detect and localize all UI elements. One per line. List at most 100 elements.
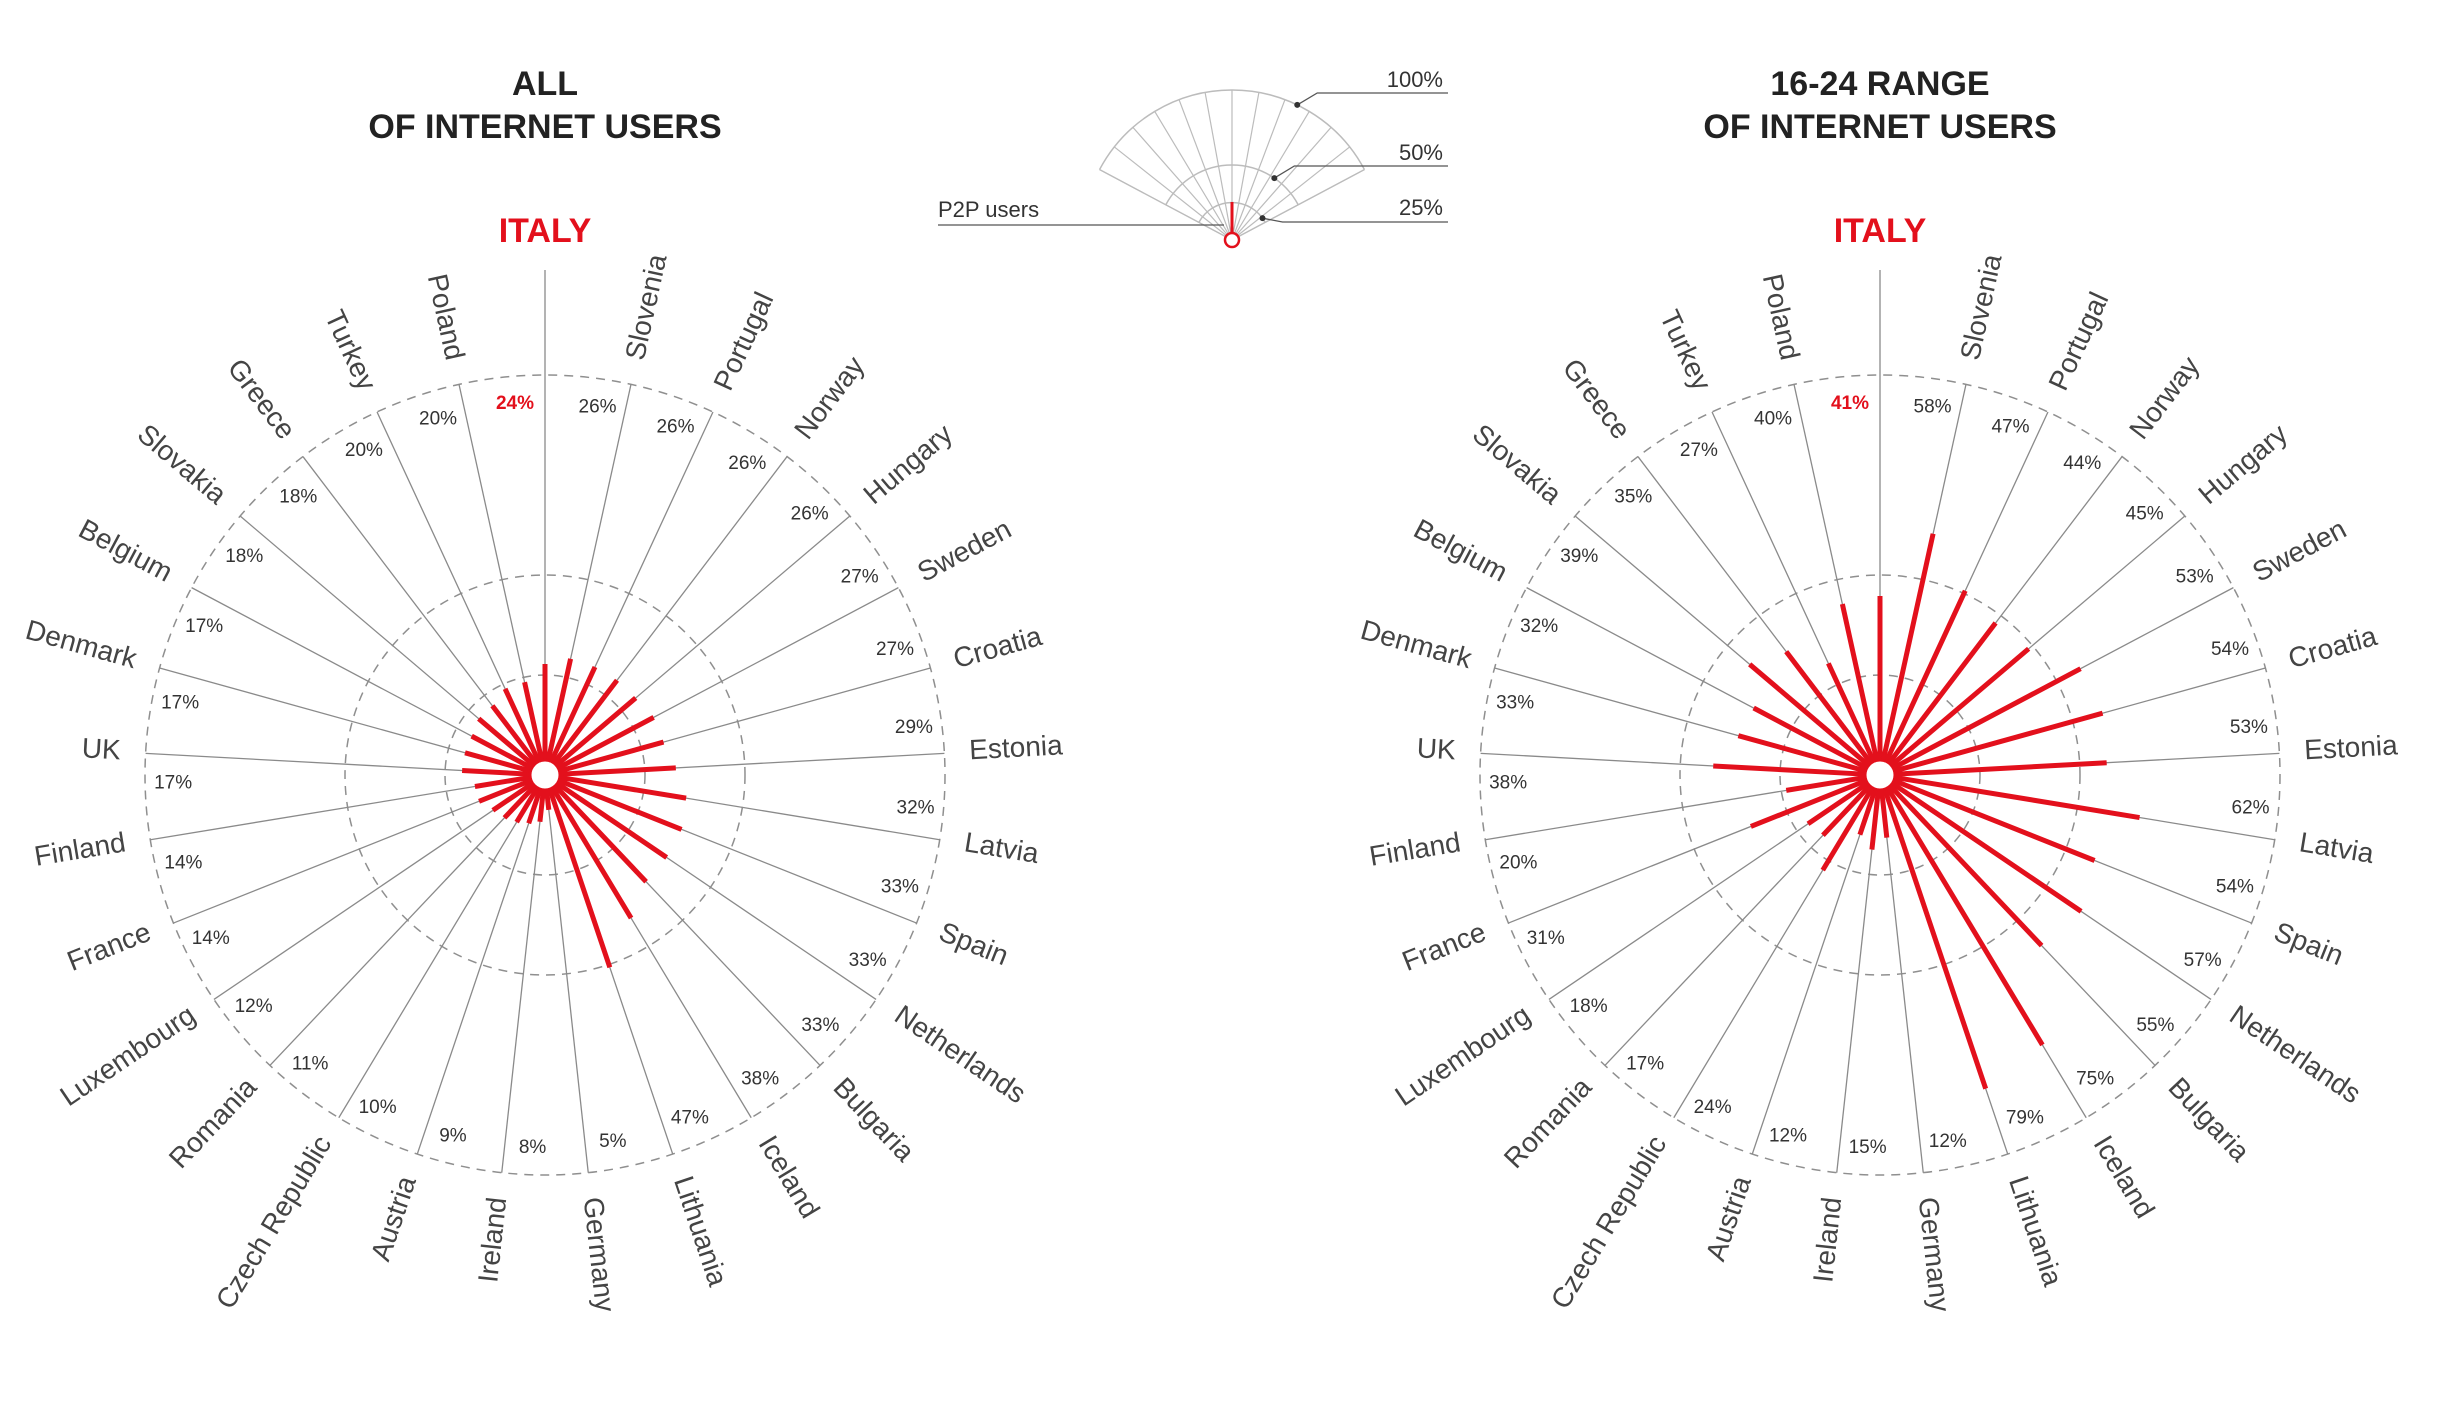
- left-bar-turkey: [502, 687, 541, 763]
- legend-spoke: [1132, 126, 1233, 241]
- right-country-label-greece: Greece: [1557, 353, 1637, 445]
- left-value-label-croatia: 27%: [876, 639, 914, 660]
- right-country-label-luxembourg: Luxembourg: [1390, 999, 1536, 1112]
- right-bar-austria: [1857, 788, 1878, 836]
- legend-label-25: 25%: [1399, 195, 1443, 220]
- left-value-label-czech-republic: 10%: [359, 1097, 397, 1118]
- right-country-label-portugal: Portugal: [2042, 287, 2114, 395]
- left-value-label-luxembourg: 12%: [235, 996, 273, 1017]
- right-value-label-portugal: 47%: [1991, 417, 2029, 438]
- left-bar-estonia: [559, 765, 676, 777]
- legend-spoke: [1231, 126, 1332, 241]
- legend-label-50: 50%: [1399, 140, 1443, 165]
- left-value-label-iceland: 38%: [741, 1068, 779, 1089]
- legend-leader-100: [1296, 92, 1448, 106]
- legend-spoke: [1154, 111, 1233, 241]
- right-country-label-spain: Spain: [2270, 916, 2348, 971]
- right-value-label-luxembourg: 18%: [1570, 996, 1608, 1017]
- right-bar-germany: [1879, 789, 1890, 838]
- legend-leader-dot: [1259, 215, 1266, 222]
- right-bar-norway: [1887, 621, 1998, 765]
- right-bar-estonia: [1894, 760, 2107, 777]
- legend-spoke: [1231, 92, 1260, 241]
- left-value-label-latvia: 32%: [897, 798, 935, 819]
- right-country-label-germany: Germany: [1913, 1196, 1956, 1314]
- left-value-label-greece: 18%: [279, 487, 317, 508]
- left-spoke-france: [173, 779, 532, 924]
- right-value-label-austria: 12%: [1769, 1125, 1807, 1146]
- left-spoke-luxembourg: [213, 782, 533, 1001]
- right-value-label-denmark: 33%: [1496, 693, 1534, 714]
- left-country-label-sweden: Sweden: [912, 513, 1016, 588]
- left-country-label-portugal: Portugal: [707, 287, 779, 395]
- right-bar-sweden: [1892, 666, 2082, 771]
- right-bar-czech-republic: [1820, 786, 1875, 872]
- legend-leader-dot: [1271, 175, 1278, 182]
- right-bar-france: [1749, 778, 1867, 829]
- right-country-label-turkey: Turkey: [1654, 305, 1718, 395]
- left-bar-spain: [558, 778, 683, 832]
- left-country-label-latvia: Latvia: [962, 826, 1041, 869]
- left-value-label-slovenia: 26%: [579, 397, 617, 418]
- left-country-label-czech-republic: Czech Republic: [210, 1130, 338, 1314]
- legend-users-label: P2P users: [938, 197, 1039, 222]
- right-country-label-iceland: Iceland: [2088, 1130, 2161, 1223]
- left-spoke-romania: [269, 785, 536, 1066]
- right-country-label-latvia: Latvia: [2297, 826, 2376, 869]
- right-value-label-finland: 20%: [1499, 853, 1537, 874]
- left-value-label-netherlands: 33%: [849, 950, 887, 971]
- left-ring-50: [344, 574, 746, 976]
- right-ring-50: [1679, 574, 2081, 976]
- right-spoke-ireland: [1836, 789, 1880, 1173]
- right-chart-highlight-label: ITALY: [1834, 212, 1927, 250]
- left-radial-chart: 24% 26% Slovenia 26% Portugal 26% Norway 26% Hun…: [22, 251, 1063, 1314]
- right-country-label-slovenia: Slovenia: [1954, 251, 2007, 363]
- left-country-label-greece: Greece: [222, 353, 302, 445]
- right-value-label-czech-republic: 24%: [1694, 1097, 1732, 1118]
- right-value-label-italy: 41%: [1831, 393, 1869, 414]
- left-bar-denmark: [464, 750, 532, 774]
- left-bar-latvia: [559, 774, 687, 801]
- left-value-label-hungary: 26%: [791, 504, 829, 525]
- left-country-label-slovakia: Slovakia: [132, 418, 233, 510]
- legend-leader-50: [1274, 165, 1448, 179]
- left-country-label-netherlands: Netherlands: [889, 999, 1031, 1109]
- left-value-label-estonia: 29%: [895, 717, 933, 738]
- left-bar-slovakia: [477, 716, 536, 768]
- left-country-label-lithuania: Lithuania: [668, 1172, 734, 1290]
- right-value-label-romania: 17%: [1626, 1053, 1664, 1074]
- left-bar-sweden: [557, 715, 655, 771]
- right-radial-chart: 41% 58% Slovenia 47% Portugal 44% Norway 45% Hun…: [1357, 251, 2398, 1314]
- left-value-label-belgium: 17%: [185, 616, 223, 637]
- left-bar-czech-republic: [514, 786, 540, 824]
- right-value-label-bulgaria: 55%: [2136, 1015, 2174, 1036]
- legend-leader-25: [1262, 217, 1448, 223]
- right-value-label-germany: 12%: [1929, 1131, 1967, 1152]
- left-country-label-iceland: Iceland: [753, 1130, 826, 1223]
- left-country-label-poland: Poland: [422, 271, 471, 363]
- left-bar-uk: [461, 768, 531, 777]
- left-value-label-turkey: 20%: [345, 440, 383, 461]
- right-value-label-france: 31%: [1527, 928, 1565, 949]
- right-value-label-turkey: 27%: [1680, 440, 1718, 461]
- right-bar-portugal: [1884, 589, 1968, 763]
- right-country-label-croatia: Croatia: [2285, 620, 2381, 674]
- right-bar-romania: [1821, 784, 1872, 837]
- left-bar-norway: [552, 678, 620, 765]
- right-value-label-spain: 54%: [2216, 876, 2254, 897]
- left-value-label-sweden: 27%: [841, 567, 879, 588]
- left-spoke-finland: [150, 776, 531, 841]
- left-country-label-belgium: Belgium: [74, 513, 178, 588]
- right-country-label-belgium: Belgium: [1409, 513, 1513, 588]
- right-country-label-lithuania: Lithuania: [2003, 1172, 2069, 1290]
- left-country-label-austria: Austria: [365, 1172, 422, 1265]
- left-spoke-germany: [545, 789, 589, 1173]
- right-value-label-norway: 44%: [2063, 453, 2101, 474]
- right-value-label-slovenia: 58%: [1914, 397, 1952, 418]
- right-spoke-austria: [1751, 789, 1876, 1155]
- left-value-label-france: 14%: [192, 928, 230, 949]
- right-value-label-netherlands: 57%: [2184, 950, 2222, 971]
- right-bar-uk: [1713, 763, 1866, 777]
- right-country-label-austria: Austria: [1700, 1172, 1757, 1265]
